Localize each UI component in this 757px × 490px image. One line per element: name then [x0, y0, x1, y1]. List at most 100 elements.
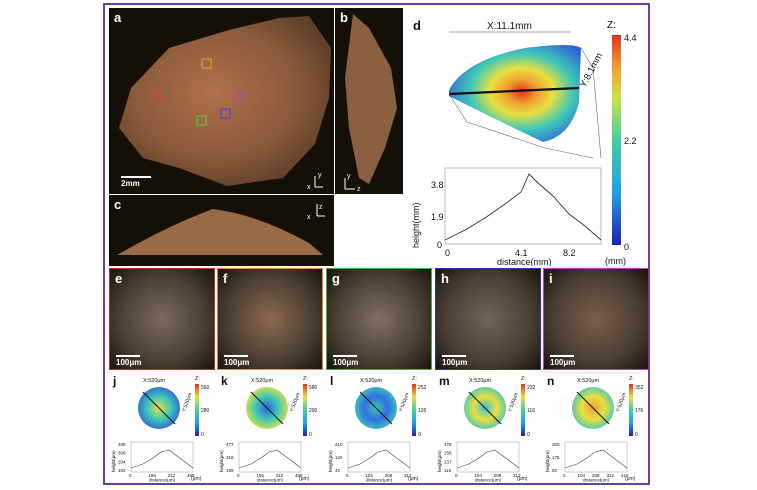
profile-xtick: 468	[295, 473, 303, 478]
colorbar-title: Z:	[629, 376, 634, 382]
scale-bar-label: 100μm	[116, 358, 142, 367]
profile-plot-frame	[347, 441, 411, 473]
roi-box-orange	[201, 58, 212, 69]
profile-xtick: 312	[607, 473, 615, 478]
colorbar-unit: (μm)	[299, 476, 310, 482]
panel-label-g: g	[332, 271, 340, 286]
profile-line	[359, 391, 393, 425]
profile-ytick: 158	[444, 451, 452, 456]
panel-c-photo: c z x	[109, 195, 334, 266]
x-dimension-label: X:520μm	[469, 378, 492, 384]
panel-label-j: j	[112, 374, 116, 388]
profile-xtick: 0	[563, 473, 566, 478]
profile-xtick: 312	[168, 473, 176, 478]
profile-plot-frame	[564, 441, 628, 473]
profile-line	[468, 391, 502, 425]
colorbar-tick: 232	[527, 385, 536, 391]
colorbar-tick: 290	[309, 408, 318, 414]
panel-label-a: a	[114, 10, 122, 25]
scale-bar: 100μm	[333, 355, 358, 367]
axis-z-label: z	[357, 186, 361, 192]
colorbar-tick: 580	[309, 385, 318, 391]
profile-curve	[456, 449, 520, 469]
scale-bar-label: 100μm	[550, 358, 576, 367]
height-map	[449, 45, 581, 142]
height-map-panel-l: l X:520μm Z: Y:520μm 252 126 0 (μm) 210 126 42 heig…	[326, 372, 432, 482]
profile-xlabel: distance(μm)	[583, 478, 610, 483]
profile-ytick-0: 3.8	[431, 180, 444, 190]
y-dimension-label: Y:520μm	[181, 392, 193, 413]
profile-ytick: 126	[335, 455, 343, 460]
profile-xtick: 0	[237, 473, 240, 478]
height-map-panel-k: k X:520μm Z: Y:520μm 580 290 0 (μm) 477 318 159 hei…	[217, 372, 323, 482]
axis-y-label: y	[347, 173, 351, 180]
scale-bar: 100μm	[224, 355, 249, 367]
micrograph-f: f 100μm	[217, 268, 323, 370]
profile-curve	[347, 449, 411, 469]
profile-ytick: 42	[335, 468, 341, 473]
scale-bar-line	[121, 176, 151, 178]
x-dimension-label: X:520μm	[577, 378, 600, 384]
colorbar-tick: 126	[418, 408, 427, 414]
profile-xtick: 468	[187, 473, 195, 478]
profile-ytick: 318	[226, 455, 234, 460]
roi-box-green	[196, 115, 207, 126]
y-dimension-label: Y:520μm	[398, 392, 410, 413]
colorbar-tick: 560	[201, 385, 210, 391]
panel-label-d: d	[413, 18, 421, 33]
panel-label-f: f	[223, 271, 228, 286]
profile-xtick: 312	[404, 473, 412, 478]
profile-ytick: 300	[552, 442, 560, 447]
y-dimension-label: Y:520μm	[615, 392, 627, 413]
profile-line	[250, 391, 284, 425]
profile-ytick-1: 1.9	[431, 212, 444, 222]
x-dimension-label: X:520μm	[360, 378, 383, 384]
profile-xtick: 156	[256, 473, 264, 478]
scale-bar-line	[550, 355, 574, 357]
x-dimension-label: X:520μm	[251, 378, 274, 384]
colorbar-title: Z:	[195, 376, 200, 382]
profile-xtick: 0	[346, 473, 349, 478]
axis-indicator-b: y z	[339, 170, 365, 194]
colorbar	[521, 384, 525, 436]
colorbar-unit: (μm)	[625, 476, 636, 482]
panel-a-photo: a 2mm y x	[109, 8, 334, 194]
panel-label-k: k	[221, 374, 228, 388]
profile-line	[576, 391, 610, 425]
panel-label-e: e	[115, 271, 123, 286]
figure-frame: a 2mm y x b y z	[103, 3, 650, 485]
stone-silhouette	[119, 16, 331, 186]
profile-xtick: 312	[276, 473, 284, 478]
profile-plot-frame	[238, 441, 302, 473]
profile-curve	[130, 449, 194, 469]
profile-plot-frame	[444, 167, 602, 245]
profile-xtick: 208	[494, 473, 502, 478]
profile-xlabel: distance(μm)	[366, 478, 393, 483]
axis-z-label: z	[319, 204, 323, 211]
y-dimension-label: Y:520μm	[289, 392, 301, 413]
stone-front-view	[117, 209, 323, 255]
roi-box-red	[151, 90, 162, 101]
profile-curve	[238, 449, 302, 469]
profile-ylabel: height(μm)	[545, 450, 550, 472]
profile-xlabel: distance(μm)	[149, 478, 176, 483]
stone-side-view	[345, 14, 397, 184]
profile-xtick: 156	[148, 473, 156, 478]
profile-ylabel: height(mm)	[411, 202, 421, 248]
y-dimension-label: Y:8.1mm	[578, 51, 605, 89]
profile-xtick: 416	[621, 473, 629, 478]
profile-line	[142, 391, 176, 425]
colorbar-title: Z:	[412, 376, 417, 382]
profile-ytick: 137	[444, 459, 452, 464]
profile-xtick-1: 4.1	[515, 248, 528, 258]
profile-xlabel: distance(mm)	[497, 257, 552, 266]
profile-xtick: 0	[129, 473, 132, 478]
colorbar-tick: 252	[418, 385, 427, 391]
scale-bar: 100μm	[442, 355, 467, 367]
profile-xtick: 104	[474, 473, 482, 478]
colorbar	[629, 384, 633, 436]
colorbar-tick: 0	[309, 432, 312, 438]
panel-d-3d-map: d X:11.1mm	[405, 8, 647, 266]
colorbar-unit: (μm)	[517, 476, 528, 482]
profile-xtick: 208	[385, 473, 393, 478]
